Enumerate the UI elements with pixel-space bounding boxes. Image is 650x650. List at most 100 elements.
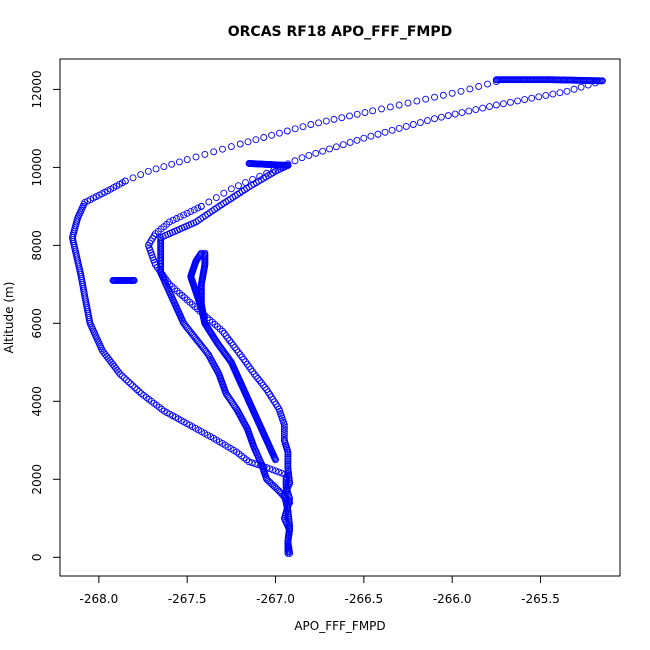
data-point (227, 185, 235, 193)
data-point (222, 332, 230, 340)
data-point (466, 85, 474, 93)
data-point (219, 145, 226, 153)
data-point (197, 249, 205, 257)
data-point (168, 160, 176, 168)
data-point (220, 189, 228, 197)
data-point (234, 348, 242, 356)
data-point (326, 145, 333, 153)
data-point (291, 157, 299, 165)
data-point (137, 390, 145, 397)
data-point (457, 87, 465, 95)
data-point (448, 89, 456, 97)
data-point (315, 119, 323, 127)
data-point (416, 119, 424, 127)
y-tick-label: 2000 (30, 464, 44, 495)
data-point (319, 147, 327, 155)
x-axis: -268.0 -267.5 -267.0 -266.5 -266.0 -265.5 (80, 575, 560, 606)
data-point (422, 95, 430, 103)
data-point (220, 348, 228, 356)
data-point (492, 78, 500, 86)
data-point (224, 354, 232, 362)
data-point (465, 107, 473, 115)
data-point (360, 134, 368, 142)
x-tick-label: -267.0 (256, 592, 295, 606)
data-point (125, 378, 132, 386)
data-point (291, 125, 299, 133)
data-point (259, 381, 267, 389)
data-point (197, 250, 205, 258)
data-point (129, 382, 137, 390)
data-point (219, 347, 227, 355)
data-point (431, 115, 438, 123)
data-point (378, 105, 385, 113)
data-point (284, 457, 292, 465)
data-point (299, 123, 307, 131)
data-point (284, 549, 292, 557)
data-point (248, 459, 256, 467)
x-tick-label: -267.5 (168, 592, 207, 606)
data-point (173, 215, 181, 222)
data-point (272, 467, 280, 475)
data-point (322, 117, 330, 125)
data-point (218, 346, 226, 354)
data-point (192, 153, 200, 161)
data-point (127, 380, 135, 388)
data-point (252, 372, 260, 380)
data-point (307, 121, 315, 128)
data-point (144, 167, 152, 175)
data-point (197, 202, 205, 210)
data-point (133, 386, 141, 394)
data-point (245, 160, 253, 167)
data-point (514, 97, 521, 105)
data-point (475, 83, 483, 90)
data-point (388, 126, 396, 134)
data-point (194, 204, 202, 212)
data-point (305, 152, 313, 159)
data-point (226, 356, 234, 364)
y-tick-label: 8000 (30, 230, 44, 261)
data-point (486, 103, 493, 110)
data-point (330, 115, 338, 123)
data-point (284, 453, 292, 461)
data-point (227, 339, 235, 347)
data-point (444, 112, 452, 120)
data-point (386, 103, 394, 111)
data-point (507, 98, 514, 106)
x-tick-label: -266.0 (433, 592, 472, 606)
data-point (261, 383, 269, 391)
data-point (437, 113, 445, 121)
y-tick-label: 4000 (30, 386, 44, 417)
data-points (68, 76, 606, 557)
data-point (598, 77, 606, 85)
data-point (244, 138, 252, 146)
data-point (129, 174, 137, 182)
data-point (212, 194, 220, 202)
data-point (381, 128, 389, 136)
data-point (118, 372, 126, 380)
data-point (479, 104, 487, 112)
data-point (205, 198, 213, 206)
data-point (499, 100, 507, 108)
data-point (276, 129, 283, 137)
data-point (395, 124, 403, 132)
x-axis-label: APO_FFF_FMPD (294, 619, 385, 633)
data-point (187, 208, 195, 216)
data-point (233, 346, 241, 354)
data-point (431, 93, 438, 101)
data-point (190, 206, 198, 214)
data-point (201, 150, 209, 158)
data-point (223, 353, 231, 361)
data-point (283, 127, 291, 135)
data-point (556, 89, 564, 97)
data-point (280, 425, 288, 433)
data-point (402, 122, 410, 130)
data-point (521, 96, 529, 104)
data-point (284, 458, 292, 466)
data-point (217, 343, 225, 351)
data-point (254, 375, 262, 382)
data-point (222, 350, 229, 358)
data-point (120, 374, 128, 382)
data-point (338, 114, 346, 122)
data-point (231, 344, 239, 351)
data-point (284, 462, 292, 470)
